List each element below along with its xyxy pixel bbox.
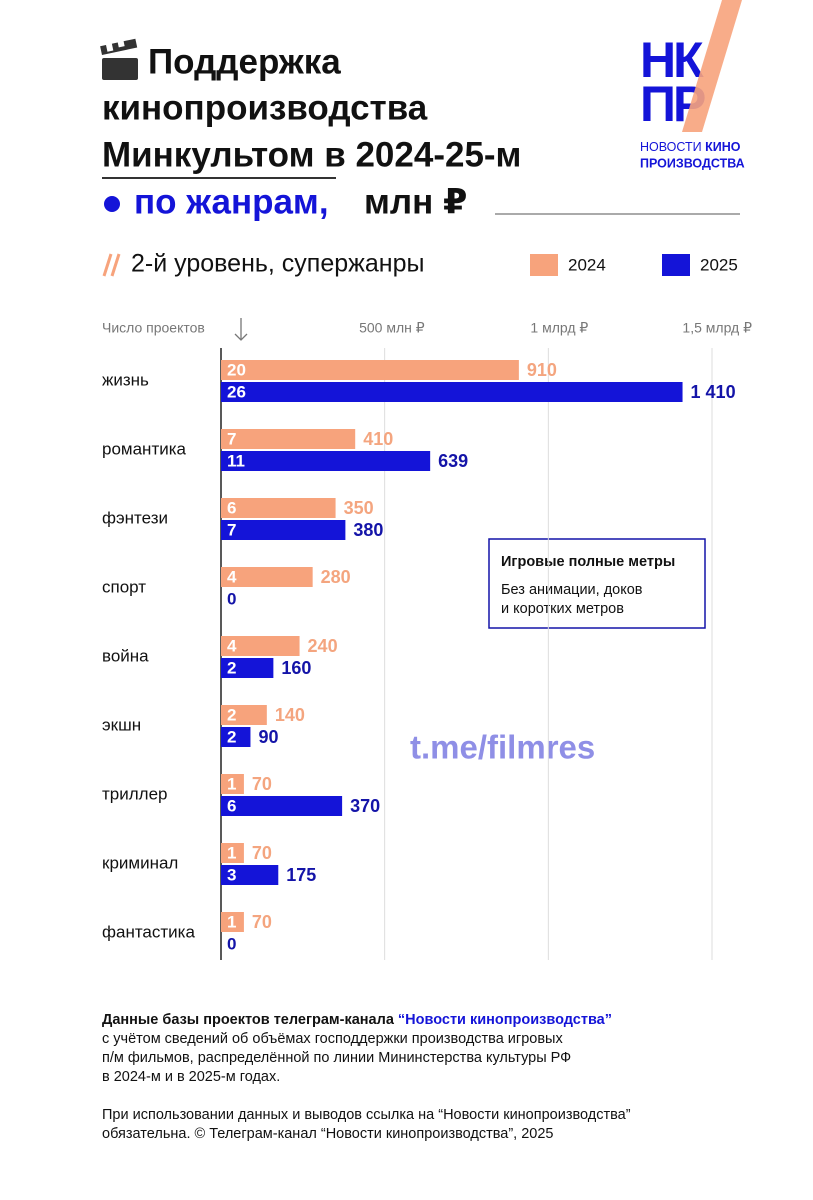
x-tick-label: 1,5 млрд ₽ xyxy=(682,320,752,336)
note-title: Игровые полные метры xyxy=(501,554,675,570)
logo-letters: НК xyxy=(640,32,704,88)
count-label: 3 xyxy=(227,865,236,884)
value-label: 140 xyxy=(275,705,305,725)
note-box xyxy=(488,538,706,629)
logo-caption: КИНО xyxy=(705,140,741,154)
bar xyxy=(221,498,336,518)
legend-swatch xyxy=(530,254,558,276)
source-lead: Данные базы проектов телеграм-канала xyxy=(102,1012,398,1028)
logo-caption: НОВОСТИ КИНО xyxy=(640,140,741,154)
bar xyxy=(221,382,683,402)
count-label: 1 xyxy=(227,912,236,931)
value-label: 380 xyxy=(353,520,383,540)
value-label: 160 xyxy=(281,658,311,678)
bar xyxy=(221,451,431,471)
usage-line: обязательна. © Телеграм-канал “Новости к… xyxy=(102,1126,553,1142)
x-tick-label: 1 млрд ₽ xyxy=(530,320,588,336)
value-label: 240 xyxy=(308,636,338,656)
count-label: 1 xyxy=(227,774,236,793)
count-label: 7 xyxy=(227,429,236,448)
source-name: “Новости кинопроизводства” xyxy=(398,1012,612,1028)
category-label: криминал xyxy=(102,853,178,872)
count-label: 2 xyxy=(227,658,236,677)
bar xyxy=(221,636,300,656)
title-line: Минкультом в 2024-25-м xyxy=(102,135,521,174)
value-label: 70 xyxy=(252,774,272,794)
count-label: 1 xyxy=(227,843,236,862)
bar xyxy=(221,705,267,725)
subtitle: по жанрам, xyxy=(134,182,329,221)
category-label: фантастика xyxy=(102,922,195,941)
clapper-icon xyxy=(100,37,138,80)
title-line: Поддержка xyxy=(148,42,341,81)
count-label: 2 xyxy=(227,727,236,746)
note-line: Без анимации, доков xyxy=(501,582,643,598)
level-marker xyxy=(102,253,121,277)
logo-caption: НОВОСТИ xyxy=(640,140,702,154)
value-label: 910 xyxy=(527,360,557,380)
category-label: триллер xyxy=(102,784,168,803)
x-tick-label: 500 млн ₽ xyxy=(359,320,425,336)
count-label: 4 xyxy=(227,636,237,655)
bar xyxy=(221,843,244,863)
bar xyxy=(221,567,313,587)
bar xyxy=(221,429,356,449)
title-line: кинопроизводства xyxy=(102,88,428,127)
count-label: 11 xyxy=(227,451,245,470)
count-label: 2 xyxy=(227,705,236,724)
value-label: 70 xyxy=(252,843,272,863)
logo-caption: ПРОИЗВОДСТВА xyxy=(640,156,745,170)
count-label: 6 xyxy=(227,498,236,517)
count-label: 26 xyxy=(227,382,246,401)
logo-stripe xyxy=(682,0,742,132)
count-arrow xyxy=(234,318,248,341)
value-label: 280 xyxy=(321,567,351,587)
level-label: 2-й уровень, супержанры xyxy=(131,250,424,278)
legend-swatch xyxy=(662,254,690,276)
bar xyxy=(221,360,519,380)
watermark: t.me/filmres xyxy=(410,729,595,766)
value-label: 90 xyxy=(258,727,278,747)
category-label: жизнь xyxy=(102,370,149,389)
legend-label: 2025 xyxy=(700,255,738,274)
source-line: п/м фильмов, распределённой по линии Мин… xyxy=(102,1050,571,1066)
count-label: 0 xyxy=(227,589,236,608)
count-label: 0 xyxy=(227,934,236,953)
logo: НК ПР НОВОСТИ КИНО ПРОИЗВОДСТВА xyxy=(640,0,745,170)
category-label: экшн xyxy=(102,715,141,734)
bullet xyxy=(104,196,120,212)
legend-label: 2024 xyxy=(568,255,606,274)
bar xyxy=(221,727,251,747)
count-axis-label: Число проектов xyxy=(102,320,205,336)
value-label: 70 xyxy=(252,912,272,932)
value-label: 175 xyxy=(286,865,316,885)
bar xyxy=(221,796,343,816)
value-label: 1 410 xyxy=(691,382,736,402)
count-label: 7 xyxy=(227,520,236,539)
value-label: 410 xyxy=(363,429,393,449)
bar xyxy=(221,520,346,540)
bar xyxy=(221,912,244,932)
count-label: 20 xyxy=(227,360,246,379)
category-label: фэнтези xyxy=(102,508,168,527)
bar xyxy=(221,774,244,794)
category-label: война xyxy=(102,646,149,665)
bar xyxy=(221,658,274,678)
value-label: 370 xyxy=(350,796,380,816)
value-label: 639 xyxy=(438,451,468,471)
note-line: и коротких метров xyxy=(501,601,624,617)
count-label: 4 xyxy=(227,567,237,586)
category-label: спорт xyxy=(102,577,146,596)
count-label: 6 xyxy=(227,796,236,815)
source: Данные базы проектов телеграм-канала “Но… xyxy=(102,1012,612,1028)
bar xyxy=(221,865,279,885)
value-label: 350 xyxy=(344,498,374,518)
unit: млн ₽ xyxy=(364,182,467,221)
category-label: романтика xyxy=(102,439,187,458)
source-line: с учётом сведений об объёмах господдержк… xyxy=(102,1031,563,1047)
usage-line: При использовании данных и выводов ссылк… xyxy=(102,1107,631,1123)
source-line: в 2024-м и в 2025-м годах. xyxy=(102,1069,280,1085)
